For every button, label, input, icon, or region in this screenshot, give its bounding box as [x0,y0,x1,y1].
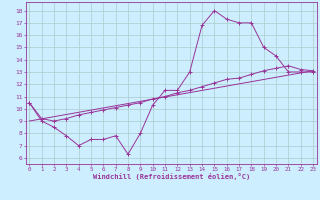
X-axis label: Windchill (Refroidissement éolien,°C): Windchill (Refroidissement éolien,°C) [92,173,250,180]
